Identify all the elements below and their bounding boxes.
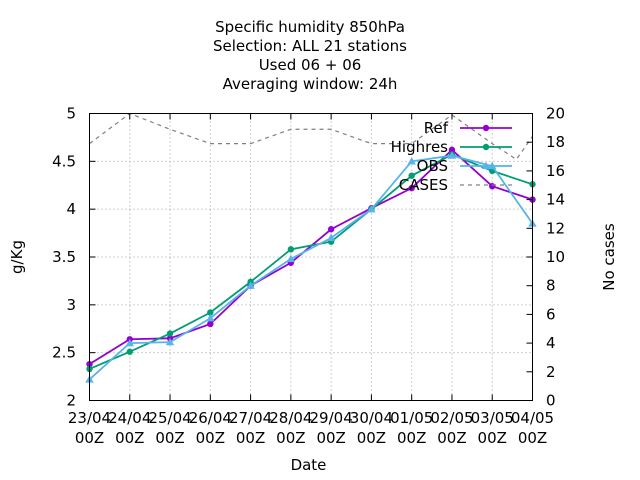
x-tick-label: 00Z	[236, 429, 265, 447]
y2-tick-label: 14	[546, 191, 565, 209]
y-axis: 2 2.5 3 3.5 4 4.5 5	[52, 105, 96, 410]
y-tick-label: 4.5	[52, 152, 76, 170]
y2-tick-label: 18	[546, 133, 565, 151]
x-tick-label: 01/05	[390, 409, 433, 427]
x-tick-label: 29/04	[310, 409, 353, 427]
y-tick-label: 2	[66, 392, 76, 410]
legend-label: Ref	[424, 119, 449, 137]
legend-label: Highres	[391, 138, 449, 156]
data-point	[166, 330, 174, 337]
data-point	[207, 320, 214, 328]
legend-item: Ref	[424, 119, 512, 137]
data-point	[287, 246, 295, 253]
data-point	[326, 233, 336, 242]
x-tick-label: 27/04	[229, 409, 272, 427]
data-point	[206, 314, 215, 322]
x-tick-label: 03/05	[471, 409, 514, 427]
data-point	[327, 226, 335, 233]
x-tick-label: 00Z	[478, 429, 507, 447]
series-cases	[89, 112, 533, 161]
series-obs	[85, 151, 537, 383]
grid	[89, 113, 533, 401]
y-tick-label: 5	[66, 105, 76, 123]
data-point	[408, 184, 415, 192]
x-tick-label: 25/04	[148, 409, 191, 427]
x-axis: 23/0400Z24/0400Z25/0400Z26/0400Z27/0400Z…	[68, 113, 554, 447]
x-tick-label: 00Z	[316, 429, 345, 447]
legend-label: CASES	[399, 176, 448, 194]
series-layer	[85, 112, 537, 383]
series-line	[88, 154, 534, 381]
data-point	[447, 151, 457, 159]
y2-tick-label: 20	[546, 105, 565, 123]
x-tick-label: 00Z	[357, 429, 386, 447]
y2-tick-label: 2	[546, 363, 556, 381]
data-point	[408, 172, 415, 179]
x-tick-label: 00Z	[75, 429, 104, 447]
x-axis-label: Date	[291, 456, 327, 474]
y2-tick-label: 8	[546, 277, 556, 295]
data-point	[286, 254, 296, 263]
series-line	[89, 112, 533, 161]
data-point	[367, 204, 376, 213]
x-tick-label: 00Z	[518, 429, 547, 447]
x-tick-label: 00Z	[155, 429, 184, 447]
y2-tick-label: 4	[546, 334, 556, 352]
y-tick-label: 3	[66, 296, 76, 314]
data-point	[482, 143, 490, 151]
x-tick-label: 02/05	[430, 409, 473, 427]
x-tick-label: 00Z	[437, 429, 466, 447]
data-point	[165, 337, 175, 346]
legend-item: CASES	[399, 176, 512, 194]
legend-label: OBS	[417, 157, 448, 175]
y-tick-label: 4	[66, 200, 76, 218]
data-point	[126, 348, 133, 355]
title-line: Averaging window: 24h	[223, 75, 398, 93]
x-tick-label: 00Z	[397, 429, 426, 447]
legend-item: OBS	[417, 157, 512, 175]
data-point	[407, 157, 416, 165]
title-line: Selection: ALL 21 stations	[213, 37, 407, 55]
data-point	[246, 281, 255, 289]
x-tick-label: 23/04	[68, 409, 111, 427]
x-tick-label: 00Z	[196, 429, 225, 447]
x-tick-label: 04/05	[511, 409, 554, 427]
y2-tick-label: 10	[546, 248, 565, 266]
series-line	[89, 153, 533, 370]
data-point	[489, 183, 496, 190]
y-tick-label: 2.5	[52, 344, 76, 362]
data-point	[125, 338, 134, 347]
title-line: Specific humidity 850hPa	[215, 18, 405, 36]
data-point	[481, 161, 491, 170]
x-tick-label: 26/04	[189, 409, 232, 427]
y2-tick-label: 12	[546, 219, 565, 237]
x-tick-label: 28/04	[269, 409, 312, 427]
title-line: Used 06 + 06	[259, 56, 362, 74]
y2-tick-label: 16	[546, 162, 565, 180]
data-point	[448, 146, 456, 154]
y-axis-label: g/Kg	[8, 240, 26, 274]
x-tick-label: 24/04	[108, 409, 151, 427]
x-tick-label: 30/04	[350, 409, 393, 427]
y2-axis-label: No cases	[600, 223, 618, 291]
y-tick-label: 3.5	[52, 248, 76, 266]
y2-axis: 0 2 4 6 8 10 12 14 16 18 20	[526, 105, 565, 410]
legend-item: Highres	[391, 138, 512, 156]
data-point	[207, 309, 214, 316]
x-tick-label: 00Z	[276, 429, 305, 447]
data-point	[482, 124, 490, 132]
y2-tick-label: 6	[546, 305, 556, 323]
x-tick-label: 00Z	[115, 429, 144, 447]
y2-tick-label: 0	[546, 392, 556, 410]
